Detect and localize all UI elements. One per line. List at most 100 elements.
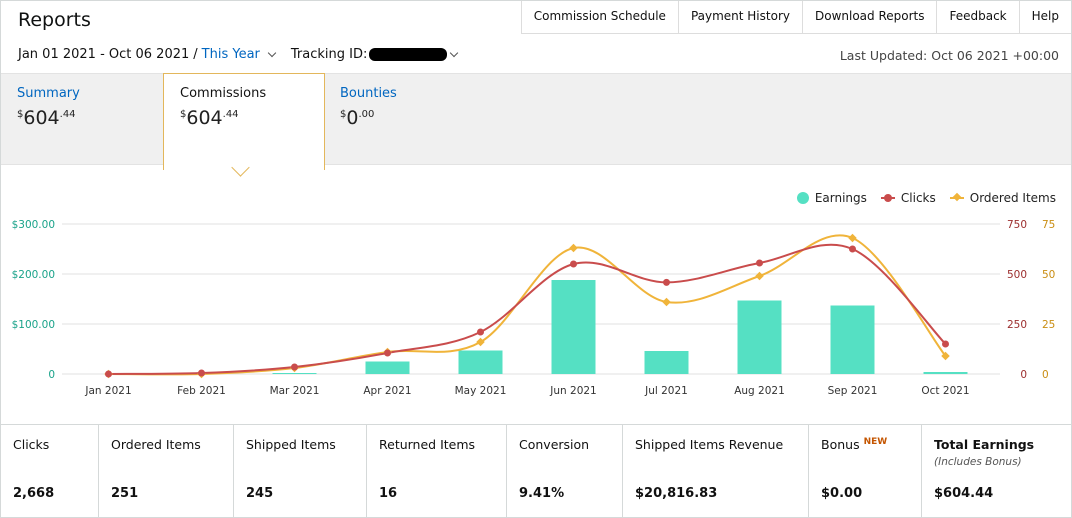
date-range: Jan 01 2021 - Oct 06 2021 bbox=[18, 47, 190, 62]
top-nav: Commission Schedule Payment History Down… bbox=[520, 1, 1071, 34]
legend-earnings[interactable]: Earnings bbox=[796, 191, 867, 205]
tracking-id-label: Tracking ID: bbox=[290, 47, 368, 62]
stat-label: Bonus NEW bbox=[821, 437, 888, 452]
tab-commissions-amount: $604.44 bbox=[180, 107, 239, 129]
date-preset-dropdown[interactable]: This Year bbox=[201, 47, 260, 62]
series-line-ordered-items bbox=[108, 234, 947, 376]
new-badge: NEW bbox=[863, 437, 888, 447]
nav-download-reports[interactable]: Download Reports bbox=[803, 1, 938, 33]
stat-label: Clicks bbox=[13, 437, 50, 452]
stat-value: 2,668 bbox=[13, 486, 55, 501]
page-title: Reports bbox=[18, 9, 91, 31]
point-ordered-items bbox=[569, 243, 578, 253]
point-clicks bbox=[198, 369, 205, 377]
y-tick-right-ordered: 75 bbox=[1042, 219, 1055, 231]
bar-earnings bbox=[830, 305, 875, 374]
tab-bounties-amount: $0.00 bbox=[340, 107, 375, 129]
point-clicks bbox=[384, 349, 391, 357]
point-clicks bbox=[477, 328, 484, 336]
y-tick-right-ordered: 50 bbox=[1042, 269, 1055, 281]
tab-bounties[interactable]: Bounties $0.00 bbox=[324, 74, 484, 166]
x-tick-label: Sep 2021 bbox=[828, 385, 878, 397]
x-tick-label: May 2021 bbox=[455, 385, 507, 397]
point-ordered-items bbox=[476, 337, 485, 347]
y-tick-left: 0 bbox=[48, 369, 55, 381]
point-clicks bbox=[663, 278, 670, 286]
legend-clicks[interactable]: Clicks bbox=[880, 191, 936, 205]
stat-shipped-revenue: Shipped Items Revenue $20,816.83 bbox=[623, 425, 809, 517]
point-clicks bbox=[849, 245, 856, 253]
earnings-chart: 0 $100.00 $200.00 $300.00 0 250 500 750 0 25 50 75 J… bbox=[12, 219, 1056, 397]
x-tick-label: Jun 2021 bbox=[549, 385, 596, 397]
x-tick-label: Oct 2021 bbox=[921, 385, 969, 397]
y-tick-right-clicks: 500 bbox=[1007, 269, 1027, 281]
y-tick-right-ordered: 0 bbox=[1042, 369, 1049, 381]
y-tick-right-clicks: 750 bbox=[1007, 219, 1027, 231]
y-tick-right-ordered: 25 bbox=[1042, 319, 1055, 331]
point-clicks bbox=[291, 363, 298, 371]
point-clicks bbox=[942, 340, 949, 348]
stat-value: $604.44 bbox=[934, 486, 994, 501]
y-tick-right-clicks: 250 bbox=[1007, 319, 1027, 331]
bar-earnings bbox=[272, 373, 317, 374]
stat-shipped-items: Shipped Items 245 bbox=[234, 425, 367, 517]
stat-label: Conversion bbox=[519, 437, 590, 452]
chevron-down-icon[interactable] bbox=[267, 48, 277, 58]
stat-label: Ordered Items bbox=[111, 437, 201, 452]
x-tick-label: Aug 2021 bbox=[734, 385, 785, 397]
legend-ordered-items[interactable]: Ordered Items bbox=[949, 191, 1056, 205]
x-tick-label: Jul 2021 bbox=[644, 385, 688, 397]
point-clicks bbox=[756, 259, 763, 267]
bar-earnings bbox=[923, 372, 968, 374]
y-tick-right-clicks: 0 bbox=[1020, 369, 1027, 381]
stat-label: Shipped Items Revenue bbox=[635, 437, 784, 452]
stat-label: Shipped Items bbox=[246, 437, 336, 452]
tracking-id-redacted bbox=[369, 48, 448, 61]
chart-legend: Earnings Clicks Ordered Items bbox=[796, 191, 1056, 205]
clicks-line-icon bbox=[880, 194, 895, 202]
bar-earnings bbox=[365, 361, 410, 374]
ordered-line-icon bbox=[949, 197, 964, 199]
nav-help[interactable]: Help bbox=[1031, 9, 1059, 23]
tab-commissions-label: Commissions bbox=[180, 86, 267, 101]
report-tabs: Summary $604.44 Commissions $604.44 Boun… bbox=[1, 73, 1071, 170]
stat-sub: (Includes Bonus) bbox=[934, 456, 1022, 468]
x-tick-label: Apr 2021 bbox=[363, 385, 411, 397]
stat-value: 9.41% bbox=[519, 486, 565, 501]
nav-payment-history[interactable]: Payment History bbox=[679, 1, 803, 33]
stat-clicks: Clicks 2,668 bbox=[1, 425, 99, 517]
bar-earnings bbox=[644, 351, 689, 374]
y-tick-left: $300.00 bbox=[12, 219, 55, 231]
x-tick-label: Jan 2021 bbox=[84, 385, 131, 397]
point-clicks bbox=[570, 260, 577, 268]
stat-ordered-items: Ordered Items 251 bbox=[99, 425, 234, 517]
bar-earnings bbox=[458, 350, 503, 374]
earnings-dot-icon bbox=[796, 192, 809, 204]
stat-label: Returned Items bbox=[379, 437, 476, 452]
stat-conversion: Conversion 9.41% bbox=[507, 425, 623, 517]
date-range-row: Jan 01 2021 - Oct 06 2021 / This Year Tr… bbox=[18, 47, 459, 62]
tab-commissions[interactable]: Commissions $604.44 bbox=[163, 73, 325, 170]
stat-value: $20,816.83 bbox=[635, 486, 718, 501]
series-line-clicks bbox=[108, 243, 947, 375]
stat-returned-items: Returned Items 16 bbox=[367, 425, 507, 517]
x-tick-label: Feb 2021 bbox=[177, 385, 226, 397]
point-ordered-items bbox=[941, 351, 950, 361]
point-ordered-items bbox=[848, 233, 857, 243]
stat-bonus: Bonus NEW $0.00 bbox=[809, 425, 922, 517]
nav-commission-schedule[interactable]: Commission Schedule bbox=[522, 1, 679, 33]
nav-feedback[interactable]: Feedback bbox=[937, 1, 1020, 33]
tracking-chevron-down-icon[interactable] bbox=[450, 48, 459, 58]
stat-value: $0.00 bbox=[821, 486, 863, 501]
stat-value: 16 bbox=[379, 486, 398, 501]
tab-summary[interactable]: Summary $604.44 bbox=[1, 74, 161, 166]
bar-earnings bbox=[551, 280, 596, 374]
x-tick-label: Mar 2021 bbox=[270, 385, 320, 397]
stats-row: Clicks 2,668 Ordered Items 251 Shipped I… bbox=[1, 424, 1071, 517]
tab-summary-label: Summary bbox=[17, 86, 80, 101]
y-tick-left: $100.00 bbox=[12, 319, 55, 331]
tab-bounties-label: Bounties bbox=[340, 86, 397, 101]
point-ordered-items bbox=[755, 271, 764, 281]
stat-label: Total Earnings bbox=[934, 437, 1035, 452]
bar-earnings bbox=[737, 300, 782, 374]
